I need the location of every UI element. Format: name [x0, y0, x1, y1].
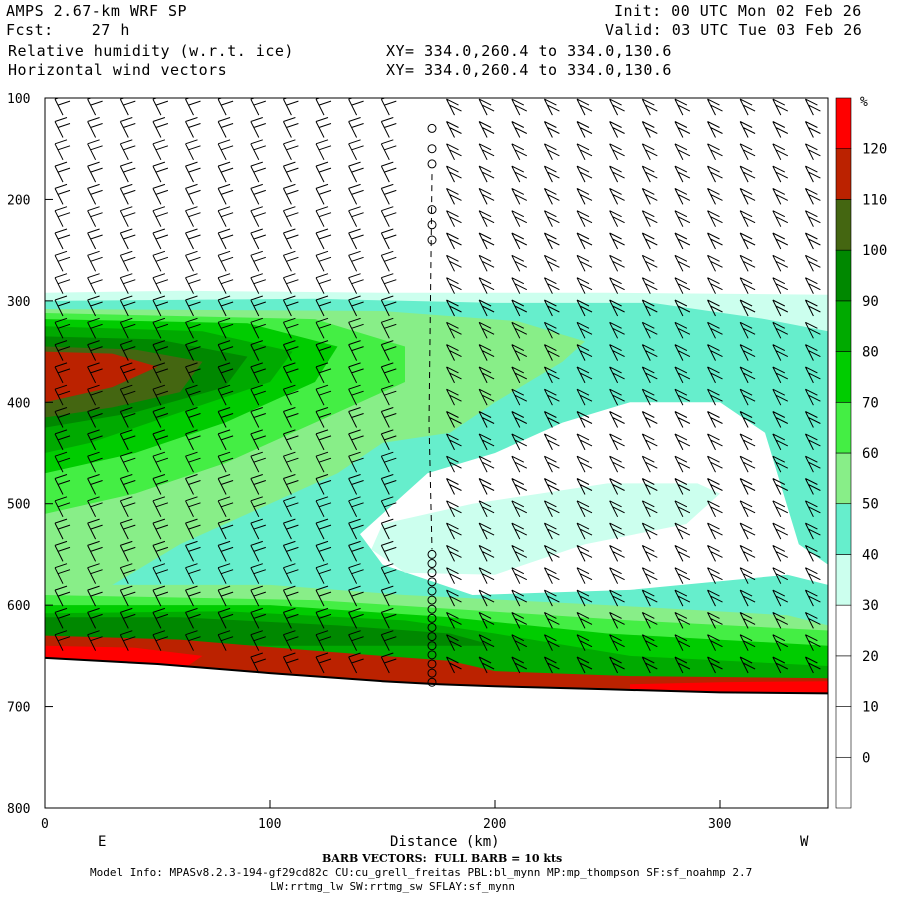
colorbar-box — [835, 554, 852, 606]
model-info: Model Info: MPASv8.2.3-194-gf29cd82c CU:… — [90, 866, 753, 879]
x-tick-label: 0 — [41, 817, 49, 832]
calm-wind-circle — [427, 568, 437, 578]
colorbar-tick-label: 120 — [862, 142, 887, 158]
forecast-hour: Fcst: 27 h — [6, 21, 130, 39]
rh-band-90-100-low — [45, 617, 495, 646]
colorbar-box — [835, 706, 852, 758]
calm-wind-circle — [427, 668, 437, 678]
calm-wind-circle — [427, 659, 437, 669]
field-name-wind: Horizontal wind vectors — [8, 61, 228, 79]
vertical-dashed-line — [428, 174, 433, 550]
colorbar-tick-label: 70 — [862, 395, 879, 411]
colorbar-box — [835, 300, 852, 352]
colorbar-box — [835, 249, 852, 302]
wind-barbs — [54, 98, 821, 687]
model-title: AMPS 2.67-km WRF SP — [6, 2, 188, 20]
valid-time: Valid: 03 UTC Tue 03 Feb 26 — [605, 21, 863, 39]
calm-wind-circle — [427, 641, 437, 651]
rh-contour-field — [45, 98, 828, 808]
calm-wind-circle — [427, 586, 437, 596]
plot-axes: 100 200 300 400 500 600 700 800 0 100 200 300 Distan… — [7, 92, 829, 850]
colorbar-box — [835, 503, 852, 555]
terrain-mask — [45, 657, 828, 808]
calm-wind-circle — [427, 205, 437, 215]
colorbar-box — [835, 604, 852, 657]
rh-dry-pocket — [371, 483, 720, 575]
colorbar-box — [835, 199, 852, 251]
plot-frame — [44, 97, 829, 809]
colorbar-tick-label: 20 — [862, 649, 879, 665]
colorbar-box — [835, 97, 852, 150]
colorbar-box — [835, 452, 852, 505]
y-tick-label: 700 — [7, 701, 30, 716]
y-tick-label: 400 — [7, 396, 30, 411]
calm-wind-circle — [427, 604, 437, 614]
terrain-line — [45, 656, 828, 695]
barb-legend: BARB VECTORS: FULL BARB = 10 kts — [322, 852, 563, 865]
colorbar-box — [835, 148, 852, 200]
colorbar-unit: % — [860, 95, 868, 110]
calm-wind-circle — [427, 159, 437, 169]
colorbar: 0 10 20 30 40 50 60 70 80 90 100 110 120% — [835, 95, 887, 809]
colorbar-tick-label: 80 — [862, 345, 879, 361]
calm-wind-circle — [427, 595, 437, 605]
x-axis-label: Distance (km) — [390, 834, 500, 850]
y-tick-label: 100 — [7, 92, 30, 107]
colorbar-tick-label: 0 — [862, 750, 870, 766]
y-tick-label: 600 — [7, 599, 30, 614]
cross-section-coords-2: XY= 334.0,260.4 to 334.0,130.6 — [386, 61, 672, 79]
calm-wind-circle — [427, 123, 437, 133]
colorbar-tick-label: 100 — [862, 243, 887, 259]
colorbar-box — [835, 401, 852, 454]
x-tick-label: 300 — [708, 817, 731, 832]
calm-wind-circle — [427, 549, 437, 559]
calm-wind-circle — [427, 677, 437, 687]
calm-wind-circle — [427, 650, 437, 660]
calm-wind-circle — [427, 559, 437, 569]
calm-wind-circle — [427, 220, 437, 230]
calm-wind-circle — [427, 235, 437, 245]
colorbar-tick-label: 90 — [862, 294, 879, 310]
y-tick-label: 300 — [7, 295, 30, 310]
init-time: Init: 00 UTC Mon 02 Feb 26 — [614, 2, 862, 20]
colorbar-tick-label: 50 — [862, 497, 879, 513]
colorbar-box — [835, 756, 852, 809]
calm-wind-circle — [427, 632, 437, 642]
y-tick-label: 200 — [7, 193, 30, 208]
calm-wind-circle — [427, 144, 437, 154]
colorbar-tick-label: 30 — [862, 598, 879, 614]
east-label: E — [98, 834, 106, 850]
cross-section-coords: XY= 334.0,260.4 to 334.0,130.6 — [386, 42, 672, 60]
x-tick-label: 200 — [483, 817, 506, 832]
model-info-physics: LW:rrtmg_lw SW:rrtmg_sw SFLAY:sf_mynn — [270, 880, 516, 893]
calm-wind-circle — [427, 613, 437, 623]
colorbar-box — [835, 655, 852, 707]
colorbar-tick-label: 110 — [862, 192, 887, 208]
y-tick-label: 500 — [7, 498, 30, 513]
x-tick-label: 100 — [258, 817, 281, 832]
y-tick-label: 800 — [7, 802, 30, 817]
field-name-rh: Relative humidity (w.r.t. ice) — [8, 42, 294, 60]
colorbar-tick-label: 40 — [862, 547, 879, 563]
wind-barb-group — [54, 98, 821, 674]
colorbar-tick-label: 10 — [862, 700, 879, 716]
calm-wind-circle — [427, 577, 437, 587]
colorbar-box — [835, 351, 852, 403]
calm-wind-circle — [427, 622, 437, 632]
west-label: W — [800, 834, 809, 850]
colorbar-tick-label: 60 — [862, 446, 879, 462]
